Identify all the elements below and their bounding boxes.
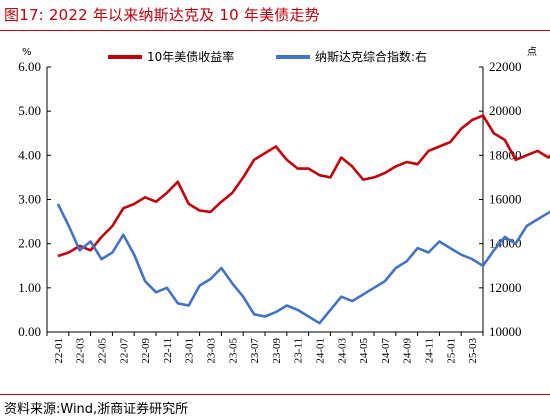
legend-label-nasdaq: 纳斯达克综合指数:右	[315, 49, 427, 64]
x-tick-label: 23-03	[206, 338, 218, 364]
x-tick-label: 22-09	[140, 338, 152, 364]
source-divider	[0, 394, 550, 395]
right-tick-label: 12000	[489, 280, 522, 295]
x-tick-label: 24-09	[402, 338, 414, 364]
source-note: 资料来源:Wind,浙商证券研究所	[4, 402, 189, 417]
right-tick-label: 10000	[489, 324, 522, 339]
x-tick-label: 24-11	[424, 338, 436, 363]
x-tick-label: 24-03	[336, 338, 348, 364]
left-tick-label: 1.00	[18, 280, 41, 295]
legend-label-treasury-yield: 10年美债收益率	[147, 49, 234, 64]
right-tick-label: 20000	[489, 103, 522, 118]
x-tick-label: 23-11	[293, 338, 305, 363]
series-line-nasdaq	[56, 203, 550, 325]
chart-legend: 10年美债收益率 纳斯达克综合指数:右	[108, 49, 427, 64]
right-axis-unit: 点	[527, 46, 537, 58]
left-tick-label: 0.00	[18, 324, 41, 339]
series-line-treasury-yield	[57, 114, 550, 258]
x-tick-label: 22-07	[118, 338, 130, 364]
x-tick-label: 25-03	[467, 338, 479, 364]
left-tick-label: 4.00	[18, 147, 41, 162]
x-tick-label: 23-09	[271, 338, 283, 364]
x-tick-label: 24-01	[315, 338, 327, 364]
left-tick-label: 3.00	[18, 192, 41, 207]
right-tick-label: 22000	[489, 59, 522, 74]
left-tick-label: 5.00	[18, 103, 41, 118]
x-tick-label: 22-03	[75, 338, 87, 364]
x-tick-label: 23-05	[227, 338, 239, 364]
x-tick-label: 23-01	[184, 338, 196, 364]
x-tick-label: 22-05	[97, 338, 109, 364]
x-tick-label: 24-07	[380, 338, 392, 364]
x-tick-label: 22-11	[162, 338, 174, 363]
right-tick-label: 16000	[489, 192, 522, 207]
x-tick-label: 22-01	[53, 338, 65, 364]
x-tick-label: 23-07	[249, 338, 261, 364]
right-tick-label: 18000	[489, 147, 522, 162]
chart-title: 图17: 2022 年以来纳斯达克及 10 年美债走势	[4, 6, 320, 24]
title-divider	[0, 30, 550, 31]
left-tick-label: 2.00	[18, 236, 41, 251]
x-tick-label: 25-01	[445, 338, 457, 364]
left-axis-unit: %	[22, 47, 32, 58]
left-tick-label: 6.00	[18, 59, 41, 74]
x-tick-label: 24-05	[358, 338, 370, 364]
